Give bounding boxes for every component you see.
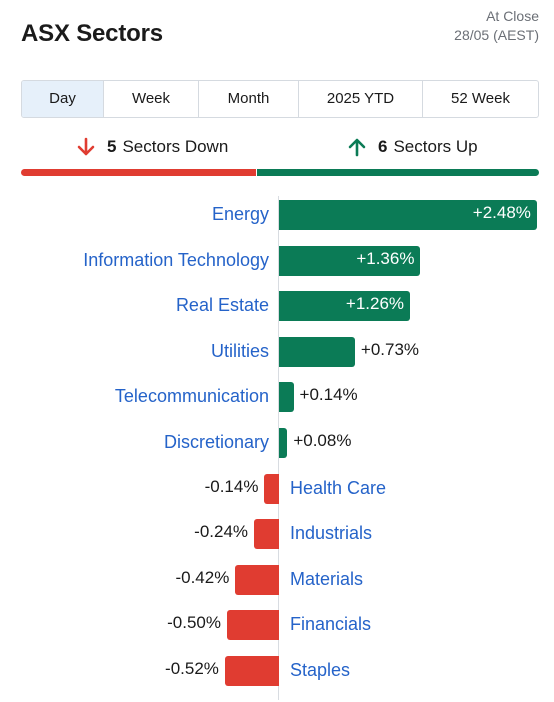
sector-bar[interactable]	[264, 473, 279, 504]
sector-bar[interactable]	[279, 291, 411, 322]
as-of-status: At Close	[486, 8, 539, 24]
tab-day[interactable]: Day	[22, 81, 104, 117]
sectors-down-count: 5	[107, 137, 117, 156]
sectors-up-label: Sectors Up	[393, 137, 478, 156]
chart-zero-axis	[278, 196, 279, 700]
sector-bar[interactable]	[235, 564, 279, 595]
sectors-up-bar	[257, 169, 539, 176]
sector-row-utilities[interactable]: Utilities +0.73%	[0, 331, 554, 371]
sector-change-value: +0.08%	[293, 431, 352, 450]
sector-name-link[interactable]: Real Estate	[175, 295, 269, 316]
sector-bar[interactable]	[279, 200, 537, 230]
arrow-down-icon	[77, 137, 95, 156]
sector-row-information-technology[interactable]: Information Technology +1.36%	[0, 240, 554, 280]
sector-bar[interactable]	[279, 336, 355, 367]
sector-change-value: +0.73%	[360, 339, 420, 359]
sector-bar[interactable]	[227, 610, 279, 641]
sectors-down-bar	[21, 169, 256, 176]
sector-name-link[interactable]: Materials	[290, 568, 364, 589]
sector-change-value: +1.26%	[345, 294, 405, 314]
sectors-down-label: Sectors Down	[122, 137, 229, 156]
sector-row-telecommunication[interactable]: Telecommunication +0.14%	[0, 376, 554, 416]
breadth-summary: 5 Sectors Down 6 Sectors Up	[21, 132, 539, 162]
tab-week[interactable]: Week	[104, 81, 199, 117]
header: ASX Sectors At Close 28/05 (AEST)	[21, 0, 539, 60]
sector-name-link[interactable]: Information Technology	[83, 249, 269, 270]
sector-change-value: +1.36%	[356, 248, 415, 268]
sectors-up-count: 6	[378, 137, 388, 156]
sector-row-energy[interactable]: Energy +2.48%	[0, 194, 554, 234]
sector-name-link[interactable]: Discretionary	[163, 432, 269, 452]
sector-name-link[interactable]: Health Care	[290, 477, 387, 498]
tab-2025-ytd[interactable]: 2025 YTD	[299, 81, 423, 117]
sector-bar[interactable]	[279, 245, 421, 276]
sector-change-value: -0.50%	[167, 613, 221, 633]
sector-bar[interactable]	[279, 382, 294, 413]
sector-name-link[interactable]: Industrials	[290, 523, 373, 544]
sector-change-value: +0.14%	[299, 385, 358, 405]
sector-change-value: -0.14%	[204, 476, 259, 496]
arrow-up-icon	[348, 138, 366, 157]
sector-change-value: -0.24%	[194, 522, 249, 542]
sectors-down-summary: 5 Sectors Down	[75, 132, 228, 162]
sector-bar[interactable]	[279, 428, 288, 458]
sector-row-health-care[interactable]: Health Care -0.14%	[0, 468, 554, 508]
sector-change-value: -0.42%	[175, 567, 230, 587]
sectors-up-summary: 6 Sectors Up	[346, 132, 478, 162]
sector-name-link[interactable]: Energy	[211, 204, 269, 224]
sector-name-link[interactable]: Staples	[290, 660, 351, 680]
sector-change-value: +2.48%	[472, 203, 531, 222]
sector-performance-chart: Energy +2.48% Information Technology +1.36%…	[0, 190, 554, 702]
as-of-date: 28/05 (AEST)	[454, 27, 539, 43]
page-title: ASX Sectors	[21, 20, 163, 47]
sector-row-financials[interactable]: Financials -0.50%	[0, 604, 554, 644]
sector-name-link[interactable]: Financials	[290, 614, 372, 635]
tab-month[interactable]: Month	[199, 81, 299, 117]
sector-row-staples[interactable]: Staples -0.52%	[0, 650, 554, 690]
as-of-timestamp: At Close 28/05 (AEST)	[454, 7, 539, 45]
period-tabs: Day Week Month 2025 YTD 52 Week	[21, 80, 539, 118]
sector-name-link[interactable]: Telecommunication	[114, 386, 269, 407]
sector-row-discretionary[interactable]: Discretionary +0.08%	[0, 422, 554, 462]
sector-bar[interactable]	[224, 656, 279, 686]
sector-row-materials[interactable]: Materials -0.42%	[0, 559, 554, 599]
sector-row-industrials[interactable]: Industrials -0.24%	[0, 513, 554, 553]
tab-52-week[interactable]: 52 Week	[451, 90, 510, 107]
sector-row-real-estate[interactable]: Real Estate +1.26%	[0, 285, 554, 325]
sector-change-value: -0.52%	[165, 659, 219, 678]
sector-bar[interactable]	[254, 519, 279, 550]
sector-name-link[interactable]: Utilities	[210, 340, 269, 361]
